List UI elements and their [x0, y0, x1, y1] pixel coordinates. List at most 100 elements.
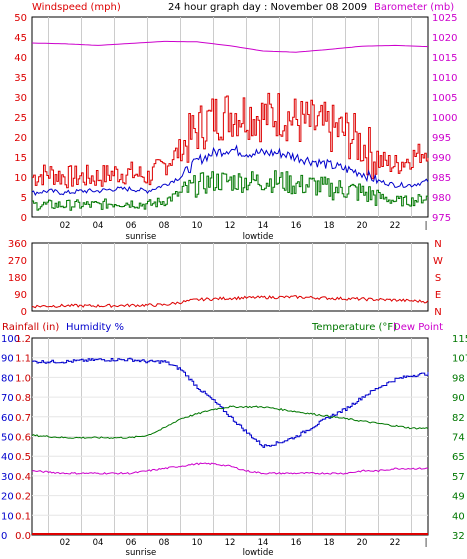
x-event-label: sunrise [126, 232, 157, 242]
y-tick-label: 20 [14, 133, 27, 144]
x-tick-label: 04 [93, 538, 104, 548]
rain-tick-label: 1.0 [15, 373, 31, 384]
graph-title: 24 hour graph day : November 08 2009 [168, 2, 367, 13]
temp-tick-label: 115 [452, 334, 467, 345]
y-tick-label: 985 [432, 173, 451, 184]
temp-tick-label: 82 [452, 413, 465, 424]
compass-label: N [434, 307, 441, 318]
y-tick-label: 995 [432, 133, 451, 144]
y-tick-label: 5 [21, 193, 27, 204]
x-tick-label: 22 [390, 538, 401, 548]
y-tick-label: 980 [432, 193, 451, 204]
temp-series [31, 405, 429, 439]
wind_avg-series [31, 144, 429, 196]
humidity-tick-label: 0 [1, 531, 7, 542]
humidity-tick-label: 10 [1, 511, 14, 522]
x-tick-label: 14 [258, 538, 269, 548]
x-tick-label: 12 [225, 221, 236, 231]
rain-tick-label: 1.1 [15, 354, 31, 365]
y-tick-label: 25 [14, 113, 27, 124]
rain-humidity-temp-panel: 0 0.010 0.120 0.230 0.440 0.550 0.660 0.770 0.88… [1, 334, 467, 558]
x-tick-label: 10 [192, 538, 203, 548]
barometer-label: Barometer (mb) [374, 2, 454, 13]
x-tick-label: 16 [291, 221, 302, 231]
y-tick-label: 50 [14, 13, 27, 24]
gust-series [32, 92, 429, 189]
y-tick-label: 45 [14, 33, 27, 44]
rain-tick-label: 0.7 [15, 413, 31, 424]
x-tick-label: 06 [126, 221, 137, 231]
humidity-tick-label: 60 [1, 413, 14, 424]
temp-tick-label: 40 [452, 511, 465, 522]
windspeed-label: Windspeed (mph) [32, 2, 121, 13]
y-tick-label: 15 [14, 153, 27, 164]
temp-tick-label: 74 [452, 433, 465, 444]
baro-series [31, 40, 429, 53]
x-tick-label: 06 [126, 538, 137, 548]
y-tick-label: 1000 [432, 113, 457, 124]
x-tick-label: 20 [357, 538, 368, 548]
y-tick-label: 1010 [432, 73, 457, 84]
y-tick-label: 360 [8, 239, 27, 250]
x-tick-label: 12 [225, 538, 236, 548]
y-tick-label: 1005 [432, 93, 457, 104]
y-tick-label: 10 [14, 173, 27, 184]
y-tick-label: 40 [14, 53, 27, 64]
wind-baro-panel: 0510152025303540455097598098599099510001… [14, 13, 457, 242]
y-tick-label: 975 [432, 213, 451, 224]
temperature-label: Temperature (°F) [311, 322, 397, 333]
y-tick-label: 1015 [432, 53, 457, 64]
compass-label: W [433, 256, 443, 267]
y-tick-label: 90 [14, 290, 27, 301]
temp-tick-label: 107 [452, 354, 467, 365]
compass-label: S [435, 273, 441, 284]
humidity-label: Humidity % [66, 322, 124, 333]
rain-tick-label: 0.0 [15, 531, 31, 542]
dew-series [31, 462, 429, 475]
y-tick-label: 1025 [432, 13, 457, 24]
x-event-label: lowtide [243, 232, 274, 242]
wind_green-series [32, 170, 429, 211]
y-tick-label: 1020 [432, 33, 457, 44]
humidity-tick-label: 30 [1, 472, 14, 483]
humidity-tick-label: 90 [1, 354, 14, 365]
rain-tick-label: 0.5 [15, 452, 31, 463]
x-tick-label: 04 [93, 221, 104, 231]
temp-tick-label: 49 [452, 492, 465, 503]
temp-tick-label: 98 [452, 373, 465, 384]
wind-direction-series [31, 295, 429, 309]
x-tick-label: 08 [159, 221, 170, 231]
humidity-tick-label: 50 [1, 433, 14, 444]
x-tick-label: 20 [357, 221, 368, 231]
humidity-tick-label: 20 [1, 492, 14, 503]
x-tick-label: 14 [258, 221, 269, 231]
humidity-tick-label: 70 [1, 393, 14, 404]
x-tick-label: | [425, 221, 428, 231]
rain-tick-label: 0.2 [15, 492, 31, 503]
humidity-tick-label: 100 [1, 334, 20, 345]
humidity-tick-label: 80 [1, 373, 14, 384]
humidity-tick-label: 40 [1, 452, 14, 463]
x-tick-label: 16 [291, 538, 302, 548]
rain-tick-label: 0.8 [15, 393, 31, 404]
x-tick-label: 02 [60, 221, 71, 231]
y-tick-label: 30 [14, 93, 27, 104]
rain-tick-label: 0.1 [15, 511, 31, 522]
x-tick-label: 02 [60, 538, 71, 548]
y-tick-label: 990 [432, 153, 451, 164]
rainfall-label: Rainfall (in) [2, 322, 59, 333]
temp-tick-label: 90 [452, 393, 465, 404]
x-event-label: sunrise [126, 548, 157, 558]
temp-tick-label: 65 [452, 452, 465, 463]
x-tick-label: | [425, 538, 428, 548]
rain-tick-label: 1.2 [15, 334, 31, 345]
compass-label: E [435, 290, 441, 301]
y-tick-label: 35 [14, 73, 27, 84]
y-tick-label: 270 [8, 256, 27, 267]
humidity-series [32, 357, 429, 448]
temp-tick-label: 57 [452, 472, 465, 483]
plot-frame [31, 242, 429, 312]
x-tick-label: 18 [324, 221, 335, 231]
